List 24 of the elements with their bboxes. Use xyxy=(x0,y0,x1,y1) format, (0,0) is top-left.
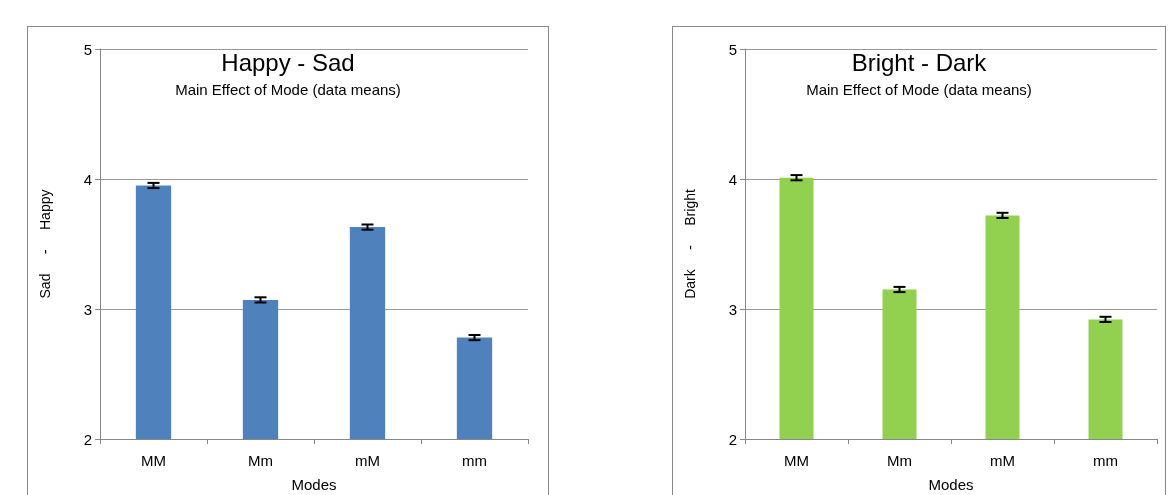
y-tick-label: 2 xyxy=(728,430,737,448)
y-tick-label: 3 xyxy=(83,300,92,318)
x-tick-label: Mm xyxy=(248,452,273,469)
x-tick-label: mm xyxy=(1093,452,1118,469)
y-axis-title: Sad - Happy xyxy=(37,189,53,299)
x-tick-label: MM xyxy=(784,452,809,469)
x-axis-title: Modes xyxy=(928,476,974,493)
chart-title: Bright - Dark xyxy=(851,48,988,76)
text: Main Effect of Mode (data means) xyxy=(806,81,1032,98)
y-axis-title: Dark - Bright xyxy=(682,189,698,299)
y-tick-label: 2 xyxy=(83,430,92,448)
text: Main Effect of Mode (data means) xyxy=(175,81,401,98)
chart-title: Happy - Sad xyxy=(221,48,355,76)
x-tick-label: Mm xyxy=(887,452,912,469)
y-tick-label: 4 xyxy=(728,170,737,188)
x-tick-label: mM xyxy=(990,452,1015,469)
x-tick-label: MM xyxy=(141,452,166,469)
y-tick-label: 5 xyxy=(83,40,92,58)
y-tick-label: 4 xyxy=(83,170,92,188)
y-tick-label: 3 xyxy=(728,300,737,318)
x-axis-title: Modes xyxy=(291,476,337,493)
x-tick-label: mM xyxy=(355,452,380,469)
x-tick-label: mm xyxy=(462,452,487,469)
y-tick-label: 5 xyxy=(728,40,737,58)
